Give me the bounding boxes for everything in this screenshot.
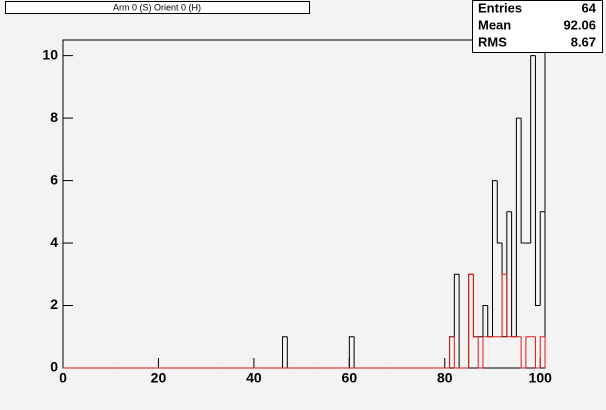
y-tick-label: 4 bbox=[50, 234, 58, 250]
stats-value: 64 bbox=[582, 0, 597, 15]
x-tick-label: 20 bbox=[151, 370, 167, 386]
histogram-bin bbox=[482, 305, 488, 337]
histogram-bin bbox=[506, 274, 512, 338]
stats-label: Mean bbox=[478, 17, 511, 32]
histogram-bin bbox=[453, 273, 460, 337]
histogram-bin bbox=[482, 336, 488, 368]
histogram-bin bbox=[496, 180, 503, 244]
x-tick-label: 60 bbox=[342, 370, 358, 386]
y-tick-label: 8 bbox=[50, 109, 58, 125]
histogram-bin bbox=[534, 55, 541, 307]
x-tick-label: 0 bbox=[59, 370, 67, 386]
histogram-bin bbox=[453, 336, 460, 369]
histogram-bin bbox=[348, 336, 355, 368]
x-tick-label: 100 bbox=[529, 370, 553, 386]
histogram-bin bbox=[282, 336, 288, 368]
stats-label: RMS bbox=[478, 34, 507, 49]
histogram-bin bbox=[534, 336, 541, 369]
x-tick-label: 40 bbox=[246, 370, 262, 386]
histogram-bin bbox=[501, 273, 507, 337]
title-box bbox=[5, 1, 310, 14]
histogram-bin bbox=[492, 180, 498, 337]
histogram-bin bbox=[525, 336, 531, 368]
histogram-bin bbox=[468, 273, 474, 368]
histogram-bin bbox=[449, 336, 455, 368]
histogram-bin bbox=[477, 336, 483, 369]
y-tick-label: 10 bbox=[42, 46, 58, 62]
chart-title: Arm 0 (S) Orient 0 (H) bbox=[113, 2, 201, 12]
histogram-bin bbox=[530, 55, 536, 244]
stats-box bbox=[472, 0, 603, 53]
histogram-bin bbox=[472, 274, 479, 338]
histogram-bin bbox=[520, 118, 526, 244]
y-tick-label: 2 bbox=[50, 296, 58, 312]
x-tick-label: 80 bbox=[437, 370, 453, 386]
stats-label: Entries bbox=[478, 0, 522, 15]
stats-value: 92.06 bbox=[563, 17, 596, 32]
histogram-bin bbox=[539, 211, 546, 368]
histogram-bin bbox=[539, 336, 546, 368]
histogram-bin bbox=[520, 336, 526, 369]
stats-value: 8.67 bbox=[571, 34, 596, 49]
y-tick-label: 6 bbox=[50, 171, 58, 187]
y-tick-label: 0 bbox=[50, 359, 58, 375]
histogram-bin bbox=[515, 117, 522, 337]
